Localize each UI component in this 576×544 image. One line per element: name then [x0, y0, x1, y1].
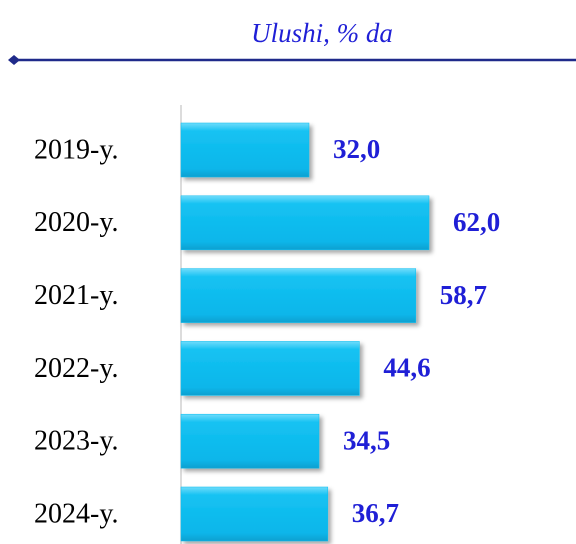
- bar: [180, 268, 417, 323]
- y-tick-label: 2020-y.: [34, 207, 119, 238]
- value-label: 58,7: [440, 280, 487, 310]
- bar: [180, 413, 320, 469]
- y-tick-label: 2023-y.: [34, 426, 119, 457]
- chart-title: Ulushi, % da: [251, 18, 393, 48]
- value-label: 34,5: [343, 425, 390, 455]
- y-tick-label: 2022-y.: [34, 353, 119, 384]
- bar: [180, 341, 360, 396]
- y-tick-label: 2019-y.: [34, 134, 119, 165]
- y-tick-label: 2024-y.: [34, 498, 119, 529]
- value-label: 62,0: [453, 207, 500, 237]
- bar: [180, 195, 430, 251]
- y-tick-label: 2021-y.: [34, 280, 119, 311]
- bar: [180, 486, 329, 542]
- title-rule-diamond: [8, 55, 20, 65]
- value-label: 32,0: [333, 134, 380, 164]
- bar: [180, 122, 310, 178]
- value-label: 36,7: [352, 498, 399, 528]
- value-label: 44,6: [383, 353, 430, 383]
